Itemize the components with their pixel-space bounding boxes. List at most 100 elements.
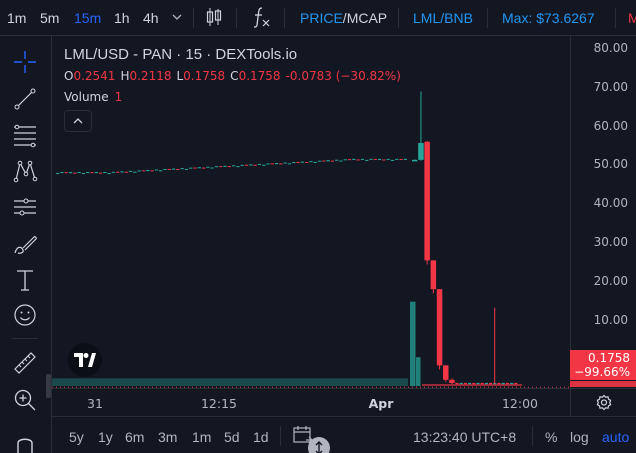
- divider: [280, 426, 281, 446]
- candlestick-type-icon[interactable]: [206, 6, 222, 32]
- candle: [81, 173, 86, 175]
- interval-15m[interactable]: 15m: [74, 10, 102, 26]
- candle: [455, 382, 459, 385]
- toolbar-scrollbar[interactable]: [46, 374, 51, 398]
- trendline-icon[interactable]: [11, 85, 39, 113]
- price-label: 50.00: [593, 157, 628, 171]
- current-price-value: 0.1758: [588, 351, 630, 365]
- candle: [382, 159, 386, 161]
- crosshair-icon[interactable]: [11, 48, 39, 76]
- auto-scale-toggle[interactable]: auto: [602, 429, 630, 445]
- open-key: O: [64, 69, 74, 83]
- candle: [253, 164, 257, 166]
- pattern-icon[interactable]: [11, 157, 39, 185]
- log-scale-toggle[interactable]: log: [570, 429, 589, 445]
- candle: [141, 170, 146, 172]
- price-mcap-toggle[interactable]: PRICE/MCAP: [300, 9, 387, 27]
- candle: [232, 165, 236, 167]
- ruler-icon[interactable]: [11, 349, 39, 377]
- candle: [90, 172, 94, 174]
- tradingview-logo[interactable]: [68, 343, 102, 377]
- interval-1m[interactable]: 1m: [7, 10, 27, 26]
- interval-5m[interactable]: 5m: [40, 10, 60, 26]
- magnet-icon[interactable]: [11, 428, 39, 453]
- range-6m[interactable]: 6m: [125, 429, 145, 445]
- chart-settings-button[interactable]: [570, 388, 636, 416]
- low-key: L: [176, 69, 184, 83]
- candle: [227, 166, 231, 168]
- divider: [615, 8, 616, 28]
- volume-bar: [410, 301, 416, 386]
- collapse-legend-button[interactable]: [64, 110, 92, 132]
- price-label: 10.00: [593, 313, 628, 327]
- candle: [274, 163, 279, 165]
- candle: [107, 173, 111, 175]
- candle: [326, 160, 330, 162]
- high-value: 0.2118: [129, 69, 172, 83]
- timezone-clock[interactable]: 13:23:40 UTC+8: [413, 429, 517, 445]
- emoji-icon[interactable]: [11, 301, 39, 329]
- candle: [390, 159, 395, 161]
- candle: [403, 158, 407, 160]
- drawing-toolbar: [0, 36, 52, 453]
- tradingview-logo-icon: [74, 353, 96, 367]
- range-1m[interactable]: 1m: [192, 429, 212, 445]
- candle: [180, 168, 184, 170]
- gear-icon: [596, 394, 611, 410]
- indicators-fx-icon[interactable]: [252, 5, 272, 33]
- price-scale[interactable]: 80.00 70.00 60.00 50.00 40.00 30.00 20.0…: [570, 36, 636, 388]
- mcap-option[interactable]: MCAP: [346, 10, 388, 26]
- low-value: 0.1758: [183, 69, 226, 83]
- volume-value: 1: [114, 90, 123, 104]
- pair-toggle[interactable]: LML/BNB: [413, 10, 473, 26]
- current-price-change: −99.66%: [574, 365, 630, 379]
- scroll-to-realtime-button[interactable]: [308, 437, 330, 453]
- candle: [510, 382, 514, 385]
- max-price-label: Max: $73.6267: [502, 10, 595, 26]
- brush-icon[interactable]: [11, 230, 39, 258]
- volume-tag: [570, 381, 636, 387]
- candle: [505, 382, 509, 385]
- price-label: 60.00: [593, 119, 628, 133]
- candle: [489, 382, 493, 385]
- candle: [412, 159, 418, 162]
- candle: [424, 141, 430, 261]
- range-5d[interactable]: 5d: [224, 429, 240, 445]
- prediction-icon[interactable]: [11, 193, 39, 221]
- candle: [60, 172, 64, 174]
- candle: [472, 382, 476, 385]
- candle: [377, 158, 382, 160]
- divider: [284, 8, 285, 28]
- high-key: H: [120, 69, 130, 83]
- percent-scale-toggle[interactable]: %: [545, 429, 558, 445]
- candle: [313, 161, 317, 163]
- interval-4h[interactable]: 4h: [143, 10, 159, 26]
- candle: [154, 169, 159, 171]
- candle: [193, 167, 197, 169]
- candle: [64, 172, 68, 174]
- zoom-icon[interactable]: [11, 386, 39, 414]
- candle: [430, 260, 437, 290]
- time-scale[interactable]: 31 12:15 Apr 12:00: [52, 388, 570, 416]
- close-key: C: [230, 69, 239, 83]
- candle: [128, 170, 133, 172]
- chart-symbol-title[interactable]: LML/USD - PAN · 15 · DEXTools.io: [64, 46, 298, 63]
- price-option[interactable]: PRICE: [300, 10, 343, 26]
- bottom-toolbar: 5y 1y 6m 3m 1m 5d 1d 13:23:40 UTC+8 % lo…: [52, 416, 636, 453]
- fib-icon[interactable]: [11, 121, 39, 149]
- candle: [206, 166, 210, 168]
- interval-1h[interactable]: 1h: [114, 10, 130, 26]
- candle: [292, 162, 296, 164]
- text-icon[interactable]: [11, 266, 39, 294]
- range-1y[interactable]: 1y: [98, 429, 113, 445]
- candle: [339, 160, 343, 162]
- candle: [418, 143, 424, 160]
- candle: [360, 158, 365, 160]
- chart-pane[interactable]: LML/USD - PAN · 15 · DEXTools.io O0.2541…: [52, 36, 570, 388]
- more-menu-edge[interactable]: M: [628, 10, 636, 26]
- interval-dropdown-chevron-icon[interactable]: [172, 8, 182, 30]
- range-1d[interactable]: 1d: [253, 429, 269, 445]
- candle: [249, 164, 253, 166]
- range-3m[interactable]: 3m: [158, 429, 178, 445]
- range-5y[interactable]: 5y: [69, 429, 84, 445]
